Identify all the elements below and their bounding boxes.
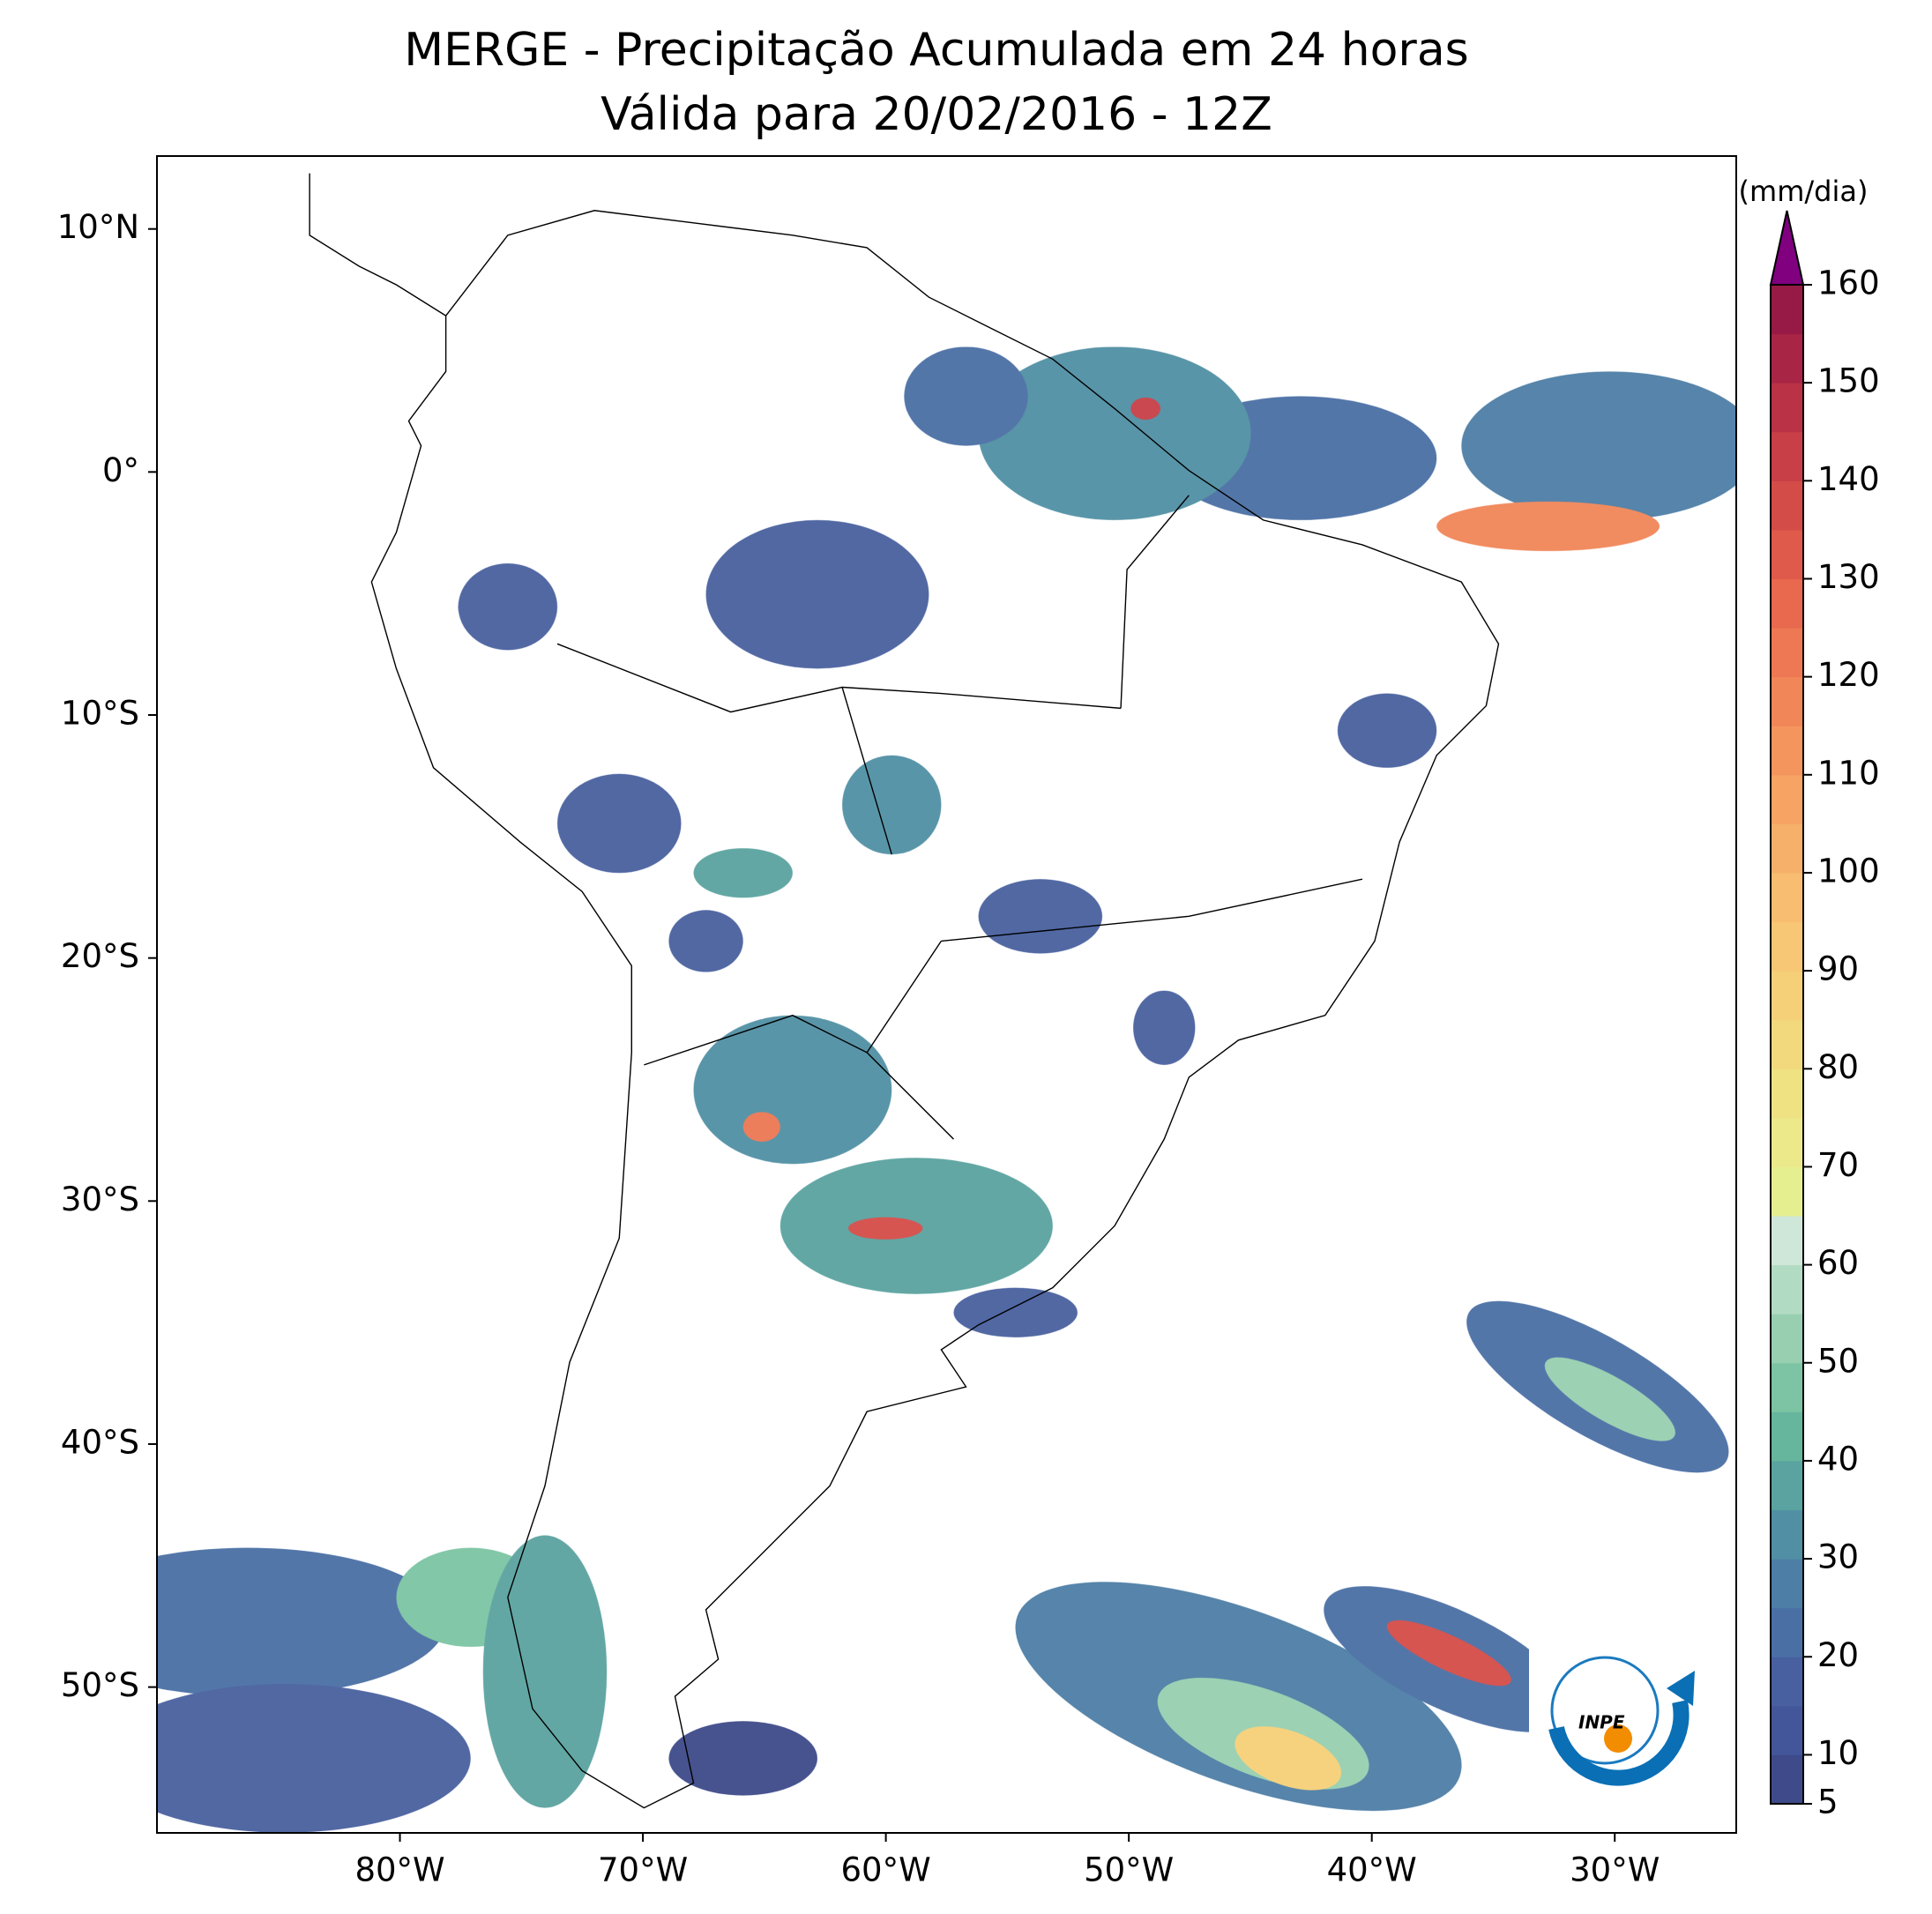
colorbar-band bbox=[1771, 971, 1803, 1021]
colorbar-band bbox=[1771, 628, 1803, 678]
colorbar-band bbox=[1771, 1754, 1803, 1805]
colorbar-band bbox=[1771, 1460, 1803, 1511]
colorbar-band bbox=[1771, 383, 1803, 433]
colorbar-tick-label: 100 bbox=[1817, 852, 1880, 890]
colorbar-band bbox=[1771, 1069, 1803, 1119]
logo-arrow bbox=[1667, 1671, 1695, 1706]
colorbar-band bbox=[1771, 1705, 1803, 1755]
colorbar-band bbox=[1771, 1117, 1803, 1167]
y-tick-label: 0° bbox=[102, 451, 139, 489]
colorbar-band bbox=[1771, 676, 1803, 726]
colorbar-tick-label: 50 bbox=[1817, 1342, 1859, 1380]
colorbar-tick-label: 110 bbox=[1817, 754, 1880, 792]
colorbar-tick-label: 70 bbox=[1817, 1146, 1859, 1184]
colorbar-band bbox=[1771, 1559, 1803, 1609]
x-tick-label: 50°W bbox=[1084, 1851, 1174, 1889]
colorbar-band bbox=[1771, 823, 1803, 874]
map-area bbox=[157, 173, 1736, 1833]
x-tick-label: 70°W bbox=[598, 1851, 688, 1889]
logo-text: INPE bbox=[1578, 1712, 1625, 1733]
x-tick-label: 80°W bbox=[354, 1851, 444, 1889]
colorbar-band bbox=[1771, 921, 1803, 972]
y-tick-label: 10°N bbox=[57, 208, 139, 246]
colorbar-tick-label: 140 bbox=[1817, 460, 1880, 498]
map-frame bbox=[156, 155, 1737, 1834]
colorbar-band bbox=[1771, 726, 1803, 776]
colorbar-tick-label: 40 bbox=[1817, 1440, 1859, 1478]
colorbar-band bbox=[1771, 1166, 1803, 1217]
colorbar-tick-label: 5 bbox=[1817, 1784, 1839, 1821]
x-tick-label: 40°W bbox=[1327, 1851, 1417, 1889]
colorbar-label: (mm/dia) bbox=[1739, 175, 1869, 208]
y-tick-label: 10°S bbox=[61, 695, 139, 733]
logo-ring bbox=[1550, 1656, 1660, 1765]
logo-arc bbox=[1548, 1700, 1690, 1786]
x-tick-label: 30°W bbox=[1570, 1851, 1660, 1889]
colorbar-band bbox=[1771, 285, 1803, 335]
colorbar-tick-label: 60 bbox=[1817, 1244, 1859, 1282]
colorbar-band bbox=[1771, 872, 1803, 923]
colorbar-tick-label: 10 bbox=[1817, 1734, 1859, 1772]
colorbar-frame bbox=[1770, 284, 1804, 1805]
colorbar-band bbox=[1771, 529, 1803, 579]
y-tick-label: 20°S bbox=[61, 937, 139, 975]
y-tick-label: 30°S bbox=[61, 1180, 139, 1218]
y-tick-label: 50°S bbox=[61, 1666, 139, 1704]
y-tick-label: 40°S bbox=[61, 1423, 139, 1461]
colorbar-band bbox=[1771, 774, 1803, 824]
colorbar-band bbox=[1771, 1657, 1803, 1707]
colorbar-band bbox=[1771, 1264, 1803, 1314]
colorbar-band bbox=[1771, 480, 1803, 531]
colorbar-tick-label: 130 bbox=[1817, 558, 1880, 596]
colorbar-band bbox=[1771, 1216, 1803, 1266]
colorbar-tick-label: 80 bbox=[1817, 1048, 1859, 1086]
colorbar-band bbox=[1771, 1362, 1803, 1412]
colorbar-tick-label: 150 bbox=[1817, 362, 1880, 400]
x-tick-label: 60°W bbox=[841, 1851, 931, 1889]
colorbar-band bbox=[1771, 578, 1803, 629]
precipitation bbox=[157, 346, 1736, 1833]
colorbar-band bbox=[1771, 1019, 1803, 1069]
colorbar-band bbox=[1771, 431, 1803, 481]
title: MERGE - Precipitação Acumulada em 24 hor… bbox=[404, 24, 1469, 77]
colorbar-band bbox=[1771, 1509, 1803, 1560]
colorbar-tick-label: 20 bbox=[1817, 1636, 1859, 1674]
colorbar-band bbox=[1771, 1411, 1803, 1462]
colorbar-tick-label: 90 bbox=[1817, 950, 1859, 988]
colorbar-tick-label: 120 bbox=[1817, 656, 1880, 694]
subtitle: Válida para 20/02/2016 - 12Z bbox=[600, 88, 1272, 141]
colorbar-band bbox=[1771, 1314, 1803, 1364]
colorbar-tick-label: 30 bbox=[1817, 1538, 1859, 1576]
colorbar-band bbox=[1771, 333, 1803, 384]
colorbar-tick-label: 160 bbox=[1817, 264, 1880, 302]
logo-dot bbox=[1604, 1724, 1632, 1753]
colorbar-band bbox=[1771, 1607, 1803, 1657]
coastline bbox=[309, 173, 1500, 1809]
logo: INPE bbox=[1529, 1625, 1715, 1802]
